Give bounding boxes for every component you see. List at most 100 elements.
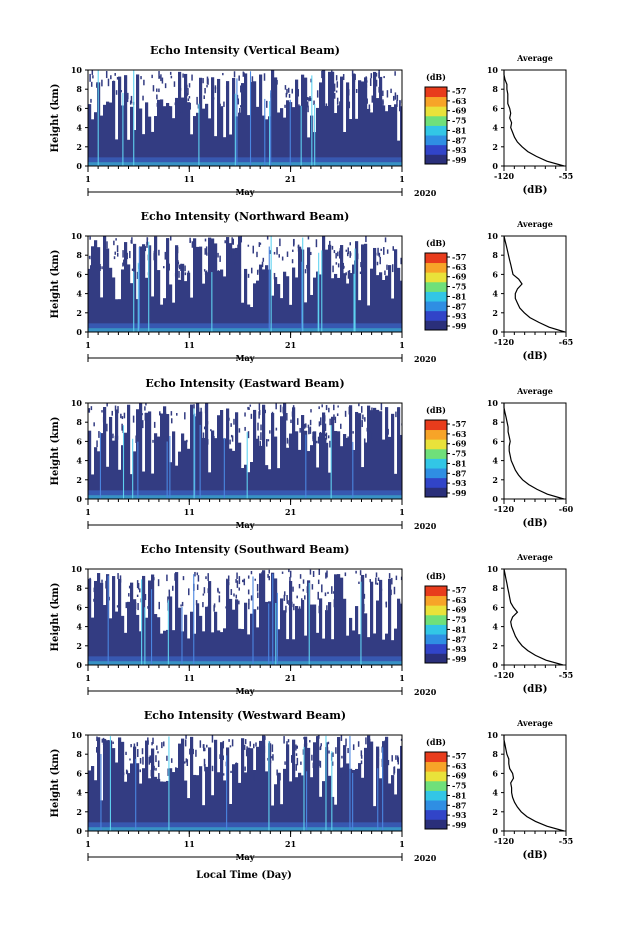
colorbar-tick-label: -75 bbox=[452, 615, 466, 625]
echo-speck bbox=[124, 92, 127, 98]
colorbar-tick-label: -69 bbox=[452, 605, 467, 615]
echo-speck bbox=[348, 406, 351, 415]
colorbar-tick-label: -63 bbox=[452, 262, 467, 272]
echo-speck bbox=[273, 603, 276, 607]
echo-speck bbox=[237, 98, 240, 105]
echo-speck bbox=[106, 241, 108, 249]
echo-speck bbox=[135, 435, 137, 443]
echo-column bbox=[133, 451, 137, 499]
echo-column bbox=[337, 431, 341, 499]
echo-speck bbox=[264, 272, 267, 277]
echo-speck bbox=[379, 85, 382, 91]
echo-speck bbox=[286, 88, 288, 95]
echo-column bbox=[343, 745, 347, 831]
echo-speck bbox=[383, 766, 386, 770]
echo-column bbox=[253, 409, 257, 499]
echo-speck bbox=[318, 421, 321, 427]
echo-speck bbox=[186, 759, 189, 767]
echo-speck bbox=[248, 603, 250, 610]
echo-column bbox=[220, 269, 224, 332]
echo-speck bbox=[157, 579, 160, 587]
echo-speck bbox=[202, 602, 204, 608]
echo-column bbox=[277, 112, 281, 166]
echo-speck bbox=[204, 88, 206, 94]
echo-column bbox=[292, 267, 296, 332]
echo-column bbox=[343, 598, 347, 665]
echo-speck bbox=[358, 419, 361, 427]
y-tick-label: 8 bbox=[76, 84, 82, 94]
echo-speck bbox=[345, 738, 347, 747]
colorbar-unit: (dB) bbox=[426, 571, 446, 581]
echo-column bbox=[118, 737, 122, 831]
echo-column bbox=[304, 635, 308, 665]
echo-speck bbox=[307, 767, 310, 772]
echo-speck bbox=[324, 437, 327, 444]
colorbar-segment bbox=[425, 96, 447, 107]
echo-speck bbox=[89, 236, 91, 240]
echo-column bbox=[193, 633, 197, 665]
echo-speck bbox=[247, 273, 250, 278]
echo-speck bbox=[147, 606, 149, 609]
echo-speck bbox=[128, 585, 131, 589]
echo-column bbox=[307, 747, 311, 831]
echo-speck bbox=[244, 766, 246, 771]
echo-speck bbox=[268, 575, 270, 581]
profile-y-tick-label: 10 bbox=[487, 564, 499, 574]
echo-speck bbox=[199, 740, 202, 748]
echo-column bbox=[319, 274, 323, 332]
colorbar-segment bbox=[425, 115, 447, 126]
colorbar: (dB)-57-63-69-75-81-87-93-99 bbox=[424, 72, 467, 165]
echo-column bbox=[190, 611, 194, 665]
y-axis-label: Height (km) bbox=[50, 417, 61, 486]
echo-speck bbox=[235, 249, 237, 253]
colorbar-tick-label: -63 bbox=[452, 761, 467, 771]
echo-speck bbox=[324, 433, 327, 437]
echo-speck bbox=[362, 414, 364, 420]
echo-speck bbox=[363, 593, 366, 599]
echo-speck bbox=[134, 602, 137, 610]
echo-speck bbox=[367, 428, 369, 433]
echo-column bbox=[379, 76, 383, 166]
echo-column bbox=[202, 805, 206, 831]
echo-column bbox=[313, 431, 317, 499]
echo-column bbox=[298, 105, 302, 166]
echo-speck bbox=[156, 94, 158, 100]
colorbar-tick-label: -93 bbox=[452, 311, 467, 321]
echo-speck bbox=[158, 773, 160, 781]
echo-column bbox=[184, 440, 188, 499]
echo-column bbox=[328, 244, 332, 332]
echo-speck bbox=[324, 254, 327, 259]
echo-speck bbox=[335, 262, 338, 265]
echo-speck bbox=[338, 438, 340, 445]
chart-panel: Echo Intensity (Vertical Beam)0 02 24 46 68 8… bbox=[50, 44, 573, 198]
echo-column bbox=[238, 442, 242, 499]
echo-column bbox=[271, 413, 275, 499]
echo-speck bbox=[345, 272, 347, 276]
echo-column bbox=[373, 407, 377, 499]
echo-column bbox=[214, 611, 218, 665]
echo-column bbox=[265, 601, 269, 665]
chart-panel: Echo Intensity (Eastward Beam)0 02 24 46 68 8… bbox=[50, 377, 574, 531]
echo-speck bbox=[257, 592, 259, 599]
echo-column bbox=[346, 283, 350, 332]
echo-speck bbox=[276, 769, 278, 776]
echo-column bbox=[142, 134, 146, 166]
echo-speck bbox=[113, 240, 115, 246]
echo-column bbox=[208, 472, 212, 499]
echo-speck bbox=[260, 424, 262, 431]
echo-column bbox=[106, 574, 110, 665]
echo-speck bbox=[343, 747, 345, 750]
echo-column bbox=[148, 245, 152, 332]
echo-speck bbox=[367, 435, 370, 440]
echo-column bbox=[202, 108, 206, 166]
echo-speck bbox=[336, 606, 339, 610]
echo-speck bbox=[286, 437, 289, 444]
echo-speck bbox=[293, 750, 295, 757]
echo-column bbox=[145, 102, 149, 166]
echo-column bbox=[304, 77, 308, 166]
panel-title: Echo Intensity (Northward Beam) bbox=[141, 210, 350, 223]
echo-speck bbox=[118, 591, 120, 598]
profile-y-tick-label: 6 bbox=[492, 436, 498, 446]
echo-speck bbox=[167, 263, 169, 270]
colorbar-tick-label: -81 bbox=[452, 790, 466, 800]
